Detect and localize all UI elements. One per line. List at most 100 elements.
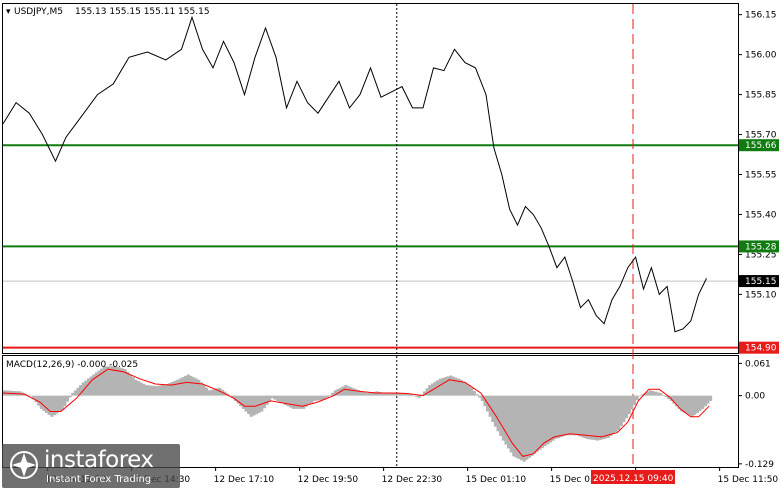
macd-histogram-bar: [533, 395, 537, 454]
macd-histogram-bar: [612, 395, 616, 434]
macd-label: MACD(12,26,9) -0.000 -0.025: [6, 360, 138, 370]
macd-histogram-bar: [26, 394, 30, 396]
macd-histogram-bar: [688, 395, 692, 416]
macd-histogram-bar: [131, 377, 135, 396]
macd-histogram-bar: [115, 366, 119, 396]
price-level-badge: [739, 240, 779, 253]
chart-ohlc: 155.13 155.15 155.11 155.15: [75, 7, 210, 17]
macd-histogram-bar: [239, 395, 243, 407]
macd-histogram-bar: [155, 386, 159, 396]
macd-histogram-bar: [39, 395, 43, 409]
macd-histogram-bar: [52, 395, 56, 416]
macd-histogram-bar: [123, 369, 127, 396]
macd-histogram-bar: [525, 395, 529, 460]
macd-histogram-bar: [352, 388, 356, 396]
macd-histogram-bar: [517, 395, 521, 460]
chart-dropdown-icon[interactable]: ▾: [6, 7, 11, 17]
macd-histogram-bar: [643, 393, 647, 396]
macd-histogram-bar: [336, 389, 340, 396]
watermark-name: instaforex: [44, 447, 154, 473]
macd-histogram-bar: [504, 395, 508, 445]
y-tick-label: 155.55: [745, 171, 777, 181]
macd-histogram-bar: [585, 395, 589, 439]
macd-histogram-bar: [706, 395, 710, 404]
macd-histogram-bar: [520, 395, 524, 461]
macd-histogram-bar: [126, 371, 130, 396]
macd-histogram-bar: [493, 395, 497, 427]
macd-histogram-bar: [601, 395, 605, 440]
macd-histogram-bar: [627, 395, 631, 415]
macd-histogram-bar: [289, 395, 293, 408]
macd-histogram-bar: [667, 395, 671, 399]
macd-histogram-bar: [512, 395, 516, 457]
macd-histogram-bar: [509, 395, 513, 453]
macd-histogram-bar: [354, 389, 358, 396]
macd-histogram-bar: [299, 395, 303, 409]
macd-histogram-bar: [302, 395, 306, 409]
macd-histogram-bar: [654, 391, 658, 396]
y-tick-label: 156.00: [745, 51, 777, 61]
macd-histogram-bar: [441, 377, 445, 396]
macd-histogram-bar: [92, 374, 96, 396]
macd-histogram-bar: [215, 388, 219, 396]
instaforex-logo-icon: [10, 451, 38, 479]
macd-histogram-bar: [270, 395, 274, 399]
macd-histogram-bar: [648, 390, 652, 396]
chart-symbol: USDJPY,M5: [14, 7, 63, 17]
macd-histogram-bar: [357, 390, 361, 396]
macd-histogram-bar: [213, 389, 217, 396]
macd-histogram-bar: [457, 378, 461, 396]
macd-histogram-bar: [45, 395, 49, 413]
macd-histogram-bar: [549, 395, 553, 443]
macd-histogram-bar: [682, 395, 686, 413]
macd-histogram-bar: [136, 381, 140, 396]
main-plot-frame: [2, 3, 739, 354]
macd-histogram-bar: [100, 368, 104, 396]
macd-histogram-bar: [247, 395, 251, 415]
macd-histogram-bar: [105, 366, 109, 396]
macd-histogram-bar: [268, 395, 272, 402]
macd-histogram-bar: [562, 395, 566, 437]
price-level-badge: [739, 139, 779, 152]
macd-histogram-bar: [378, 391, 382, 396]
macd-histogram-bar: [318, 395, 322, 401]
macd-histogram-bar: [475, 394, 479, 396]
macd-histogram-bar: [459, 379, 463, 396]
macd-histogram-bar: [252, 395, 256, 416]
macd-histogram-bar: [672, 395, 676, 404]
x-tick-label: 15 Dec 03:50: [550, 475, 611, 485]
macd-histogram-bar: [210, 389, 214, 396]
macd-histogram-bar: [693, 395, 697, 415]
macd-histogram-bar: [333, 390, 337, 396]
macd-histogram-bar: [396, 392, 400, 396]
macd-histogram-bar: [677, 395, 681, 409]
macd-histogram-bar: [157, 385, 161, 396]
macd-histogram-bar: [567, 395, 571, 436]
macd-histogram-bar: [438, 378, 442, 396]
macd-histogram-bar: [551, 395, 555, 441]
macd-histogram-bar: [543, 395, 547, 446]
current-price-label: 155.15: [745, 277, 777, 287]
macd-histogram-bar: [257, 395, 261, 413]
macd-histogram-bar: [559, 395, 563, 438]
macd-histogram-bar: [362, 392, 366, 396]
price-level-badge: [739, 341, 779, 354]
macd-histogram-bar: [428, 385, 432, 396]
macd-histogram-bar: [60, 395, 64, 411]
macd-histogram-bar: [522, 395, 526, 462]
macd-histogram-bar: [546, 395, 550, 445]
macd-histogram-bar: [134, 379, 138, 396]
macd-histogram-bar: [110, 366, 114, 396]
macd-histogram-bar: [541, 395, 545, 448]
macd-histogram-bar: [598, 395, 602, 440]
macd-histogram-bar: [472, 391, 476, 396]
macd-histogram-bar: [630, 395, 634, 410]
macd-histogram-bar: [701, 395, 705, 409]
macd-tick-label: 0.00: [745, 392, 765, 402]
current-time-badge: [591, 470, 675, 484]
macd-histogram-bar: [97, 370, 101, 396]
macd-histogram-bar: [307, 395, 311, 405]
y-tick-label: 155.85: [745, 91, 777, 101]
macd-histogram-bar: [415, 395, 419, 397]
